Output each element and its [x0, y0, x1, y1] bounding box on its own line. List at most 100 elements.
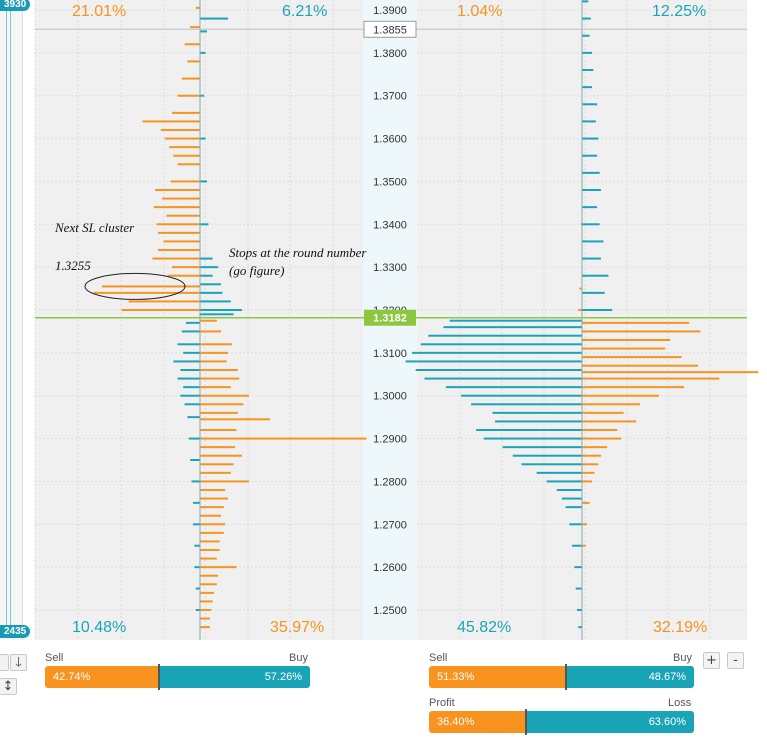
positions-bar-orange [582, 429, 618, 431]
orderbook-bar-teal [200, 17, 228, 20]
price-tick: 1.3500 [373, 176, 407, 188]
orderbook-bar-orange [200, 403, 244, 406]
orderbook-bar-orange [200, 319, 217, 322]
zoom-in-button[interactable]: + [703, 652, 720, 669]
orderbook-bar-orange [200, 351, 228, 354]
orderbook-bar-teal [177, 343, 200, 346]
orderbook-bar-teal [193, 523, 200, 526]
orderbook-bar-teal [180, 394, 200, 397]
scroll-down-button[interactable]: 🡓 [10, 654, 27, 671]
positions-bar-orange [582, 403, 640, 406]
orderbook-bar-orange [200, 531, 224, 534]
positions-bar-teal [556, 489, 582, 491]
positions-bar-teal [582, 206, 598, 209]
positions-bar-orange [582, 420, 637, 423]
sort-button[interactable]: ↕ [0, 678, 17, 695]
positions-bar-teal [420, 343, 582, 346]
orderbook-bar-orange [121, 309, 200, 311]
positions-bar-orange [582, 339, 671, 341]
positions-bar-orange [582, 394, 659, 397]
orders-ratio-handle[interactable] [158, 664, 160, 690]
orderbook-bar-orange [158, 249, 200, 251]
positions-bar-orange [582, 523, 588, 526]
orderbook-bar-orange [153, 206, 200, 209]
positions-bar-orange [582, 454, 601, 457]
positions-top-right-pct: 12.25% [652, 3, 707, 20]
orderbook-bar-orange [200, 418, 270, 421]
loss-bar: 63.60% [527, 711, 694, 733]
positions-bar-teal [471, 403, 582, 406]
scale-top-badge[interactable]: 3930 [0, 0, 31, 11]
orderbook-bar-orange [200, 471, 231, 474]
scale-bottom-badge[interactable]: 2435 [0, 625, 31, 638]
orderbook-bar-orange [200, 506, 224, 509]
positions-bar-teal [582, 240, 604, 243]
orderbook-bar-orange [200, 369, 238, 371]
positions-bar-teal [582, 17, 591, 20]
positions-bar-teal [582, 0, 589, 3]
positions-bar-teal [561, 497, 582, 500]
left-scale-strip [0, 0, 23, 640]
positions-top-left-pct: 1.04% [457, 3, 503, 20]
positions-bar-teal [582, 154, 598, 157]
orderbook-bar-teal [173, 360, 200, 363]
positions-bar-teal [443, 326, 582, 329]
positions-bar-orange [582, 371, 759, 374]
orderbook-top-left-pct: 21.01% [72, 3, 127, 20]
orderbook-bar-orange [200, 343, 233, 346]
positions-bar-teal [582, 223, 600, 226]
orderbook-bar-orange [200, 617, 210, 620]
profit-ratio-handle[interactable] [525, 709, 527, 735]
orders-sell-label: Sell [45, 652, 64, 664]
zoom-out-button[interactable]: - [727, 652, 744, 669]
positions-bar-teal [476, 429, 582, 431]
orderbook-bar-orange [200, 480, 249, 483]
partial-left-button[interactable] [0, 654, 9, 671]
orderbook-bar-teal [187, 416, 200, 419]
positions-bar-orange [582, 386, 685, 389]
orderbook-bar-teal [200, 137, 206, 140]
orderbook-bar-teal [200, 223, 209, 226]
orderbook-bar-teal [200, 266, 219, 269]
orderbook-bar-teal [191, 480, 200, 483]
orderbook-bar-orange [167, 274, 200, 277]
orderbook-bar-teal [200, 257, 213, 260]
orderbook-bar-teal [200, 94, 205, 97]
cursor-price-box[interactable] [363, 20, 417, 38]
price-tick: 1.3600 [373, 134, 407, 146]
orderbook-bar-teal [190, 459, 200, 461]
orderbook-bar-orange [200, 497, 228, 500]
orderbook-bar-teal [200, 283, 221, 286]
price-tick: 1.3300 [373, 262, 407, 274]
orderbook-bar-orange [200, 514, 221, 517]
positions-bar-teal [415, 369, 582, 371]
positions-bar-teal [569, 523, 582, 526]
orderbook-bar-orange [200, 454, 242, 457]
positions-sell-label: Sell [429, 652, 448, 664]
orderbook-bar-orange [166, 214, 200, 217]
positions-bar-teal [582, 51, 593, 54]
current-price-label: 1.3182 [373, 313, 407, 325]
orderbook-bar-orange [163, 240, 200, 243]
positions-bar-teal [512, 454, 582, 457]
positions-bar-teal [536, 471, 582, 474]
positions-bar-teal [582, 103, 598, 106]
positions-ratio-handle[interactable] [565, 664, 567, 690]
orderbook-bar-teal [200, 274, 213, 277]
positions-bar-orange [582, 501, 590, 504]
positions-bar-teal [521, 463, 582, 466]
orderbook-bar-orange [200, 523, 226, 526]
orderbook-bar-orange [200, 386, 231, 389]
positions-bar-orange [579, 287, 582, 290]
price-tick: 1.2900 [373, 434, 407, 446]
current-price-box[interactable] [364, 309, 416, 326]
left-scale-line[interactable] [6, 6, 7, 632]
orderbook-bar-orange [200, 429, 237, 431]
positions-bar-teal [405, 360, 582, 363]
positions-bar-orange [582, 356, 682, 359]
positions-bar-teal [582, 137, 599, 140]
positions-bar-orange [582, 446, 608, 449]
orders-buy-bar: 57.26% [160, 666, 310, 688]
orderbook-bar-teal [194, 544, 200, 547]
